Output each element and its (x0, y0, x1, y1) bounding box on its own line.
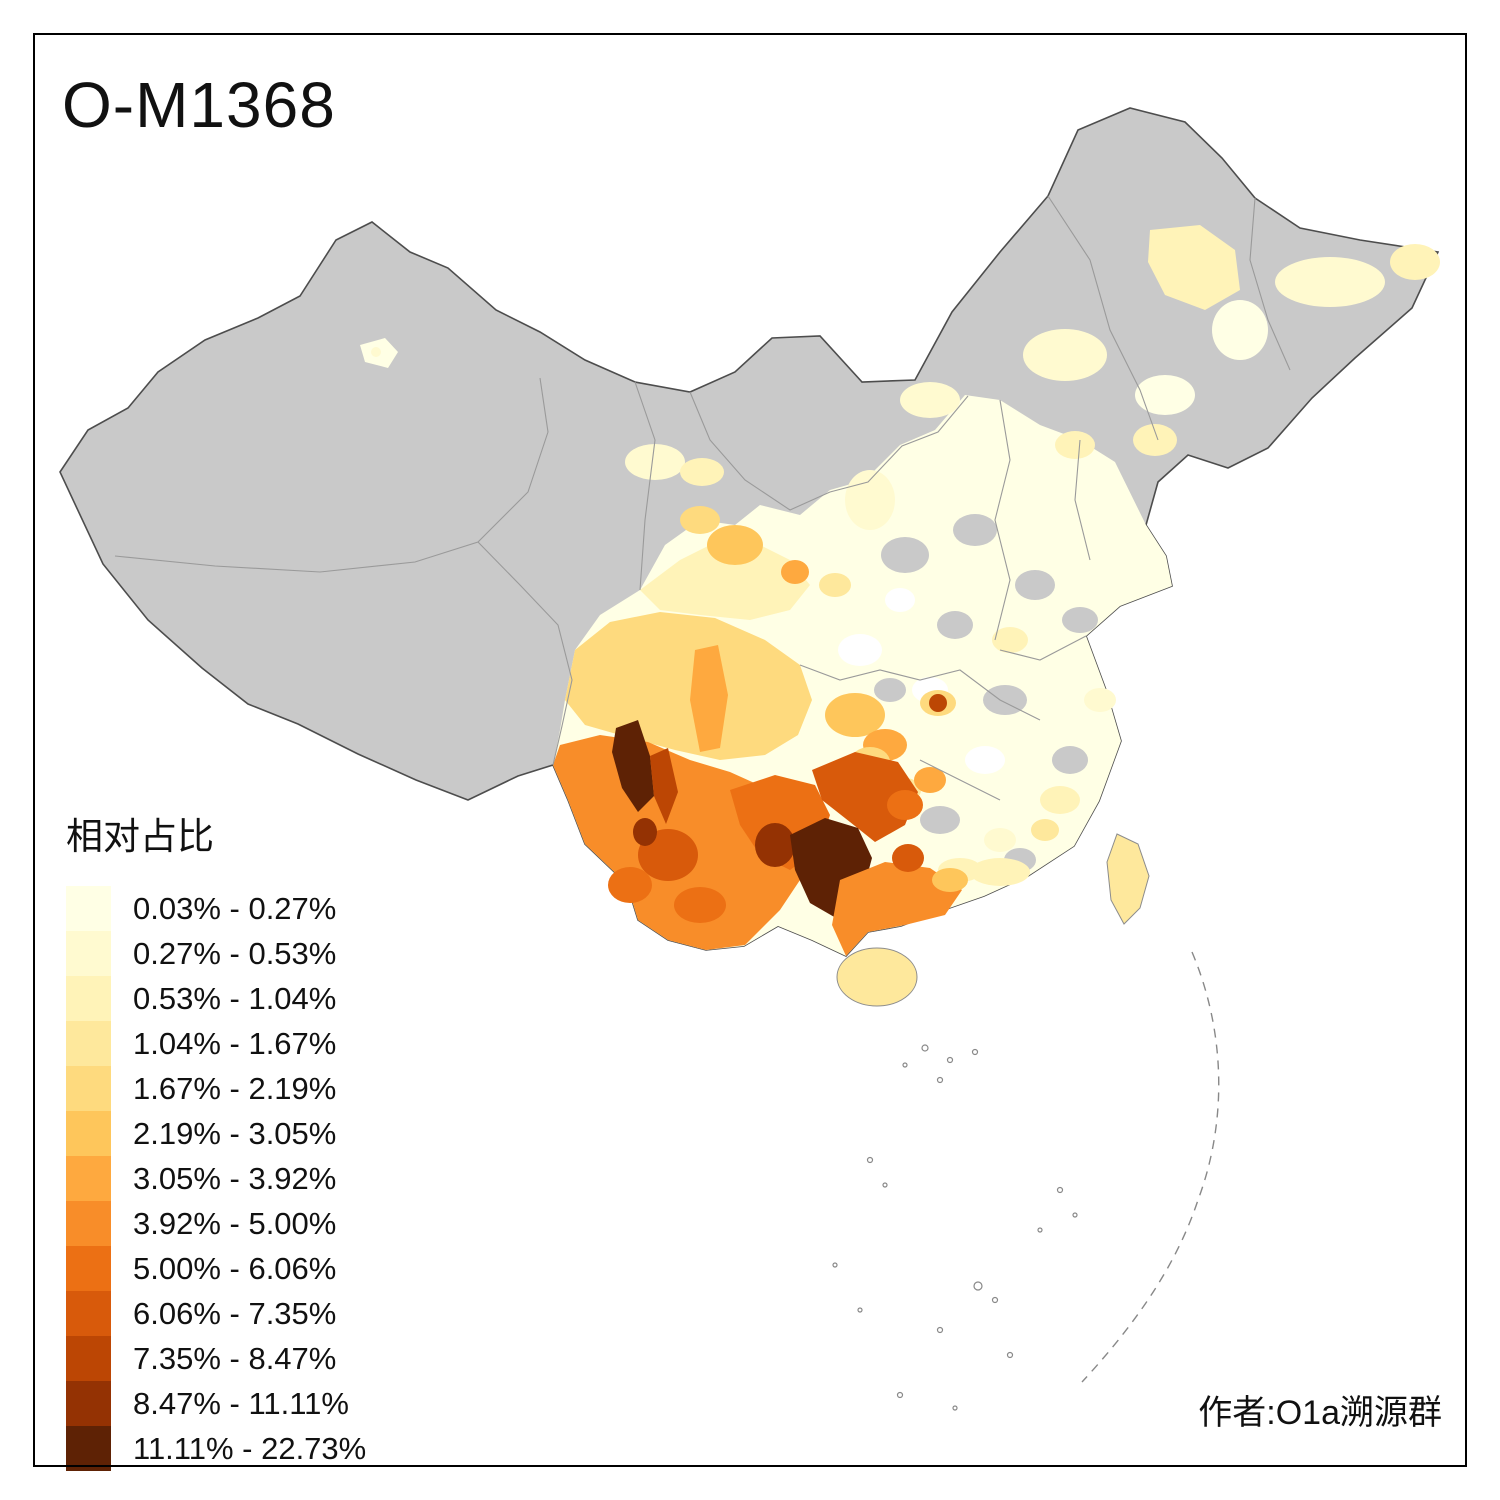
map-title: O-M1368 (62, 69, 336, 141)
hainan-island (836, 947, 918, 1007)
legend-swatch (66, 1021, 111, 1066)
legend-item-label: 3.05% - 3.92% (133, 1160, 337, 1196)
legend-item: 0.03% - 0.27% (66, 886, 366, 931)
legend-title: 相对占比 (66, 816, 214, 857)
legend-item: 11.11% - 22.73% (66, 1426, 366, 1471)
attribution: 作者:O1a溯源群 (1198, 1394, 1442, 1432)
legend-item-label: 0.53% - 1.04% (133, 980, 337, 1016)
guizhou-region (812, 752, 918, 842)
legend-swatch (66, 931, 111, 976)
province-borders (114, 195, 1291, 801)
islet-outlines (832, 1044, 1078, 1411)
legend-item: 1.04% - 1.67% (66, 1021, 366, 1066)
legend-swatch (66, 886, 111, 931)
legend-swatch (66, 1291, 111, 1336)
legend-swatch (66, 1111, 111, 1156)
legend-item: 8.47% - 11.11% (66, 1381, 366, 1426)
legend-item: 6.06% - 7.35% (66, 1291, 366, 1336)
legend-item-label: 7.35% - 8.47% (133, 1340, 337, 1376)
legend-item: 2.19% - 3.05% (66, 1111, 366, 1156)
legend-item-label: 3.92% - 5.00% (133, 1205, 337, 1241)
legend-item-label: 2.19% - 3.05% (133, 1115, 337, 1151)
legend-item-label: 0.03% - 0.27% (133, 890, 337, 926)
legend-swatch (66, 1336, 111, 1381)
nw-yunnan-darkest-strip (612, 720, 654, 812)
sea-boundary-line (1081, 951, 1220, 1383)
legend-item: 0.27% - 0.53% (66, 931, 366, 976)
legend-item-label: 5.00% - 6.06% (133, 1250, 337, 1286)
legend-swatch (66, 1381, 111, 1426)
southwest-high-frequency-cluster (553, 612, 968, 956)
islands (836, 833, 1150, 1007)
northeast-low-frequency-patches (900, 225, 1440, 456)
legend-swatch (66, 1246, 111, 1291)
legend-item-label: 8.47% - 11.11% (133, 1385, 349, 1421)
legend-item-label: 11.11% - 22.73% (133, 1430, 367, 1466)
west-sichuan-strip (690, 645, 728, 752)
legend-item-label: 1.04% - 1.67% (133, 1025, 337, 1061)
legend-swatch (66, 1066, 111, 1111)
legend-item: 5.00% - 6.06% (66, 1246, 366, 1291)
legend: 相对占比 0.03% - 0.27% 0.27% - 0.53% 0.53% - 1… (66, 806, 366, 1471)
south-china-sea (832, 951, 1220, 1411)
legend-swatch (66, 976, 111, 1021)
legend-item: 0.53% - 1.04% (66, 976, 366, 1021)
legend-item: 7.35% - 8.47% (66, 1336, 366, 1381)
xinjiang-pale-spot (360, 338, 398, 368)
east-white-patches (838, 588, 1005, 774)
legend-swatch (66, 1156, 111, 1201)
legend-item: 3.92% - 5.00% (66, 1201, 366, 1246)
legend-item-label: 6.06% - 7.35% (133, 1295, 337, 1331)
taiwan-island (1106, 833, 1150, 925)
legend-swatch (66, 1201, 111, 1246)
legend-swatch (66, 1426, 111, 1471)
north-central-patches (625, 431, 1095, 620)
legend-items: 0.03% - 0.27% 0.27% - 0.53% 0.53% - 1.04% 1… (66, 886, 366, 1471)
legend-item-label: 1.67% - 2.19% (133, 1070, 337, 1106)
legend-item-label: 0.27% - 0.53% (133, 935, 337, 971)
legend-item: 3.05% - 3.92% (66, 1156, 366, 1201)
legend-item: 1.67% - 2.19% (66, 1066, 366, 1111)
east-yellow-patches (938, 627, 1116, 886)
guangxi-region (832, 862, 962, 956)
sichuan-region (565, 612, 812, 760)
